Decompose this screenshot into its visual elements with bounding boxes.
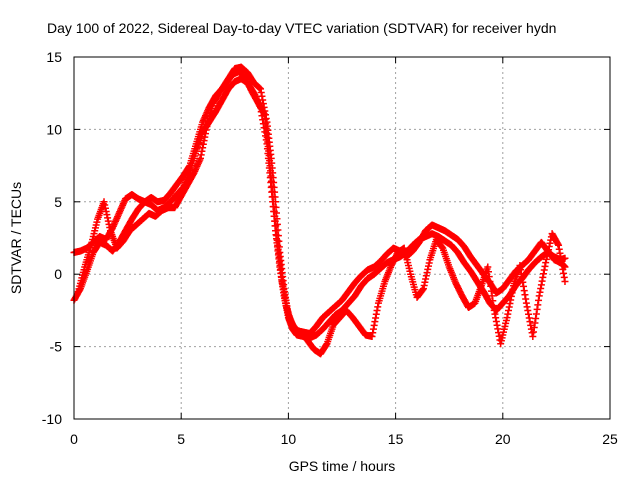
y-tick-label: 0 — [54, 266, 62, 282]
y-tick-label: 5 — [54, 194, 62, 210]
y-axis-label: SDTVAR / TECUs — [8, 182, 24, 294]
series-track-c — [74, 67, 569, 358]
grid — [74, 57, 610, 419]
chart-title: Day 100 of 2022, Sidereal Day-to-day VTE… — [47, 20, 556, 36]
y-tick-label: 10 — [46, 121, 62, 137]
y-tick-label: -5 — [50, 339, 63, 355]
data-point — [561, 254, 569, 262]
ticks: 0 5 10 15 20 25 -10 -5 0 5 10 15 — [42, 49, 618, 447]
x-tick-label: 5 — [177, 431, 185, 447]
x-tick-label: 20 — [495, 431, 511, 447]
y-tick-label: 15 — [46, 49, 62, 65]
x-tick-label: 10 — [281, 431, 297, 447]
x-tick-label: 0 — [70, 431, 78, 447]
plot-frame — [73, 56, 611, 420]
x-tick-label: 25 — [602, 431, 618, 447]
x-tick-label: 15 — [388, 431, 404, 447]
x-axis-label: GPS time / hours — [289, 458, 396, 474]
data-marks — [70, 63, 569, 358]
y-tick-label: -10 — [42, 411, 62, 427]
data-point — [561, 277, 569, 285]
